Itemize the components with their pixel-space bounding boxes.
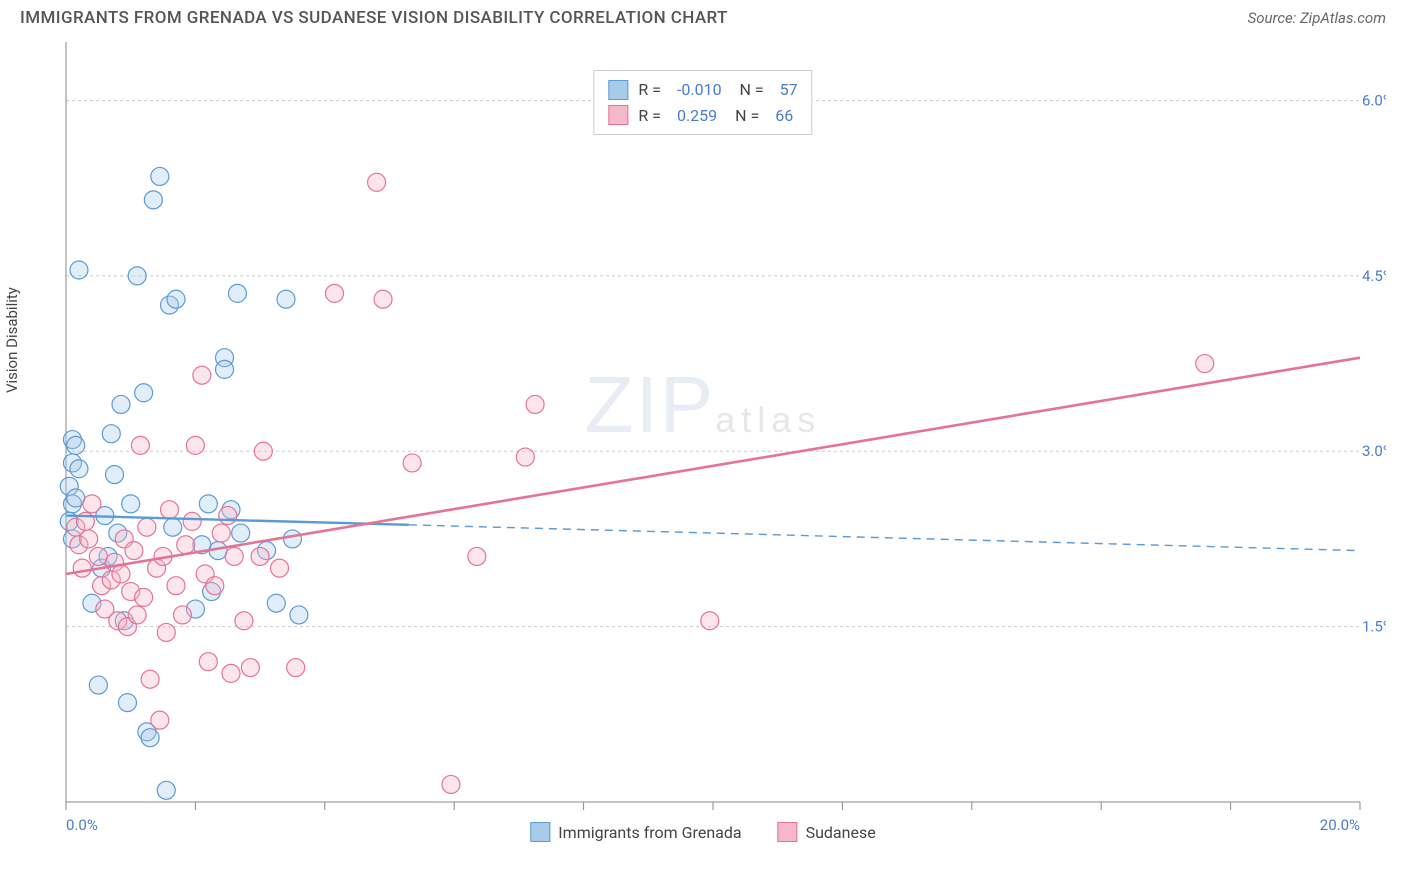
r-label: R =: [638, 77, 661, 103]
legend-row-1: R = 0.259 N = 66: [608, 103, 797, 129]
legend-swatch-0: [608, 80, 628, 100]
chart-header: IMMIGRANTS FROM GRENADA VS SUDANESE VISI…: [0, 0, 1406, 32]
legend-item-1: Sudanese: [778, 822, 876, 842]
scatter-chart: 1.5% 3.0% 4.5% 6.0% 0.0% 20.0%: [20, 32, 1386, 842]
legend-item-0: Immigrants from Grenada: [530, 822, 741, 842]
svg-text:4.5%: 4.5%: [1362, 267, 1386, 285]
legend-label-0: Immigrants from Grenada: [558, 823, 741, 842]
y-axis-label: Vision Disability: [3, 287, 21, 393]
legend-swatch-1: [608, 105, 628, 125]
legend-bottom: Immigrants from Grenada Sudanese: [530, 822, 875, 842]
n-label: N =: [732, 77, 764, 103]
r-label: R =: [638, 103, 661, 129]
r-value-0: -0.010: [671, 77, 722, 103]
legend-row-0: R = -0.010 N = 57: [608, 77, 797, 103]
svg-text:3.0%: 3.0%: [1362, 442, 1386, 460]
svg-text:6.0%: 6.0%: [1362, 91, 1386, 109]
legend-label-1: Sudanese: [806, 823, 876, 842]
r-value-1: 0.259: [671, 103, 717, 129]
legend-swatch-icon: [530, 822, 550, 842]
chart-container: Vision Disability ZIPatlas R = -0.010 N …: [20, 32, 1386, 842]
chart-source: Source: ZipAtlas.com: [1248, 9, 1386, 27]
n-value-0: 57: [774, 77, 798, 103]
svg-text:1.5%: 1.5%: [1362, 618, 1386, 636]
n-value-1: 66: [769, 103, 793, 129]
correlation-legend: R = -0.010 N = 57 R = 0.259 N = 66: [593, 70, 812, 135]
svg-text:20.0%: 20.0%: [1320, 816, 1360, 834]
legend-swatch-icon: [778, 822, 798, 842]
chart-title: IMMIGRANTS FROM GRENADA VS SUDANESE VISI…: [20, 8, 728, 28]
n-label: N =: [727, 103, 759, 129]
svg-text:0.0%: 0.0%: [66, 816, 98, 834]
